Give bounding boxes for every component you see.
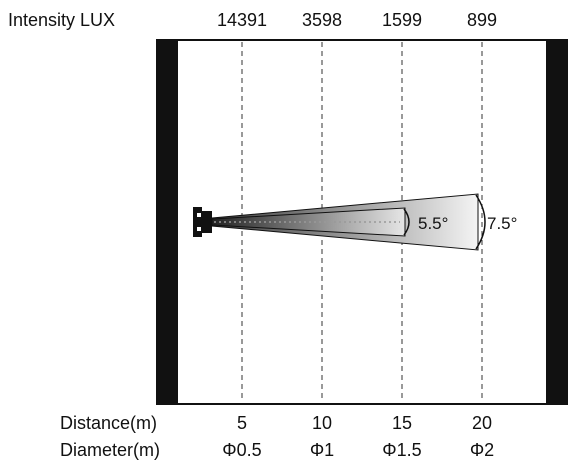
diameter-label: Diameter(m) bbox=[60, 440, 160, 460]
intensity-values: 14391 3598 1599 899 bbox=[217, 10, 497, 30]
diameter-value: Φ0.5 bbox=[222, 440, 261, 460]
diameter-value: Φ2 bbox=[470, 440, 494, 460]
distance-value: 10 bbox=[312, 413, 332, 433]
intensity-value: 1599 bbox=[382, 10, 422, 30]
diameter-value: Φ1.5 bbox=[382, 440, 421, 460]
intensity-label: Intensity LUX bbox=[8, 10, 115, 30]
intensity-value: 14391 bbox=[217, 10, 267, 30]
light-beam: 5.5° 7.5° bbox=[211, 193, 517, 251]
intensity-value: 899 bbox=[467, 10, 497, 30]
distance-label: Distance(m) bbox=[60, 413, 157, 433]
inner-angle-arc bbox=[403, 208, 410, 236]
light-fixture-icon bbox=[193, 207, 212, 237]
outer-angle-arc bbox=[475, 194, 486, 250]
diameter-value: Φ1 bbox=[310, 440, 334, 460]
diameter-values: Φ0.5 Φ1 Φ1.5 Φ2 bbox=[222, 440, 494, 460]
distance-values: 5 10 15 20 bbox=[237, 413, 492, 433]
right-wall bbox=[546, 40, 567, 404]
distance-value: 15 bbox=[392, 413, 412, 433]
distance-value: 20 bbox=[472, 413, 492, 433]
intensity-value: 3598 bbox=[302, 10, 342, 30]
inner-angle-label: 5.5° bbox=[418, 214, 448, 233]
left-wall bbox=[157, 40, 178, 404]
outer-angle-label: 7.5° bbox=[487, 214, 517, 233]
distance-value: 5 bbox=[237, 413, 247, 433]
